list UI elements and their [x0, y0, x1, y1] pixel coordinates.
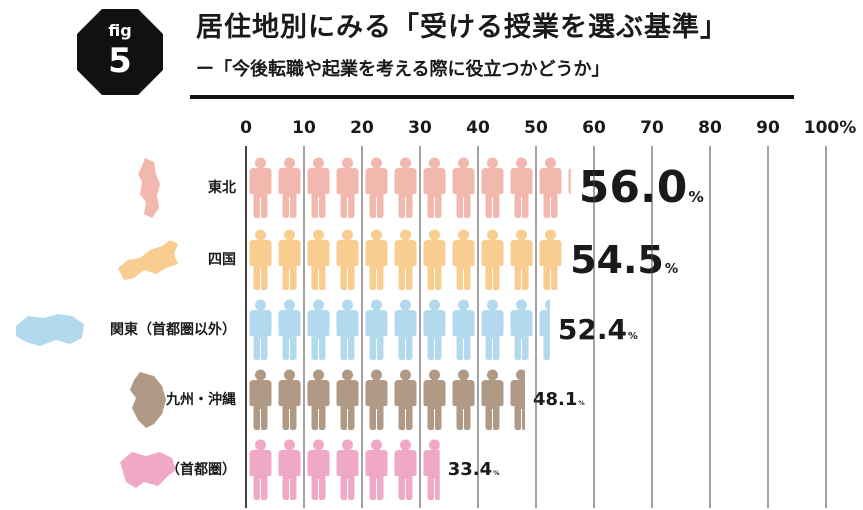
shikoku-map-icon: [118, 240, 178, 280]
person-icon: [452, 369, 475, 430]
percent-unit: %: [688, 188, 704, 206]
title-underline: [190, 95, 794, 99]
person-icon: [394, 299, 417, 360]
percent-unit: %: [493, 470, 500, 477]
person-icon: [539, 299, 550, 360]
x-tick-label: 40: [466, 118, 490, 138]
x-tick-label: 20: [350, 118, 374, 138]
person-icon: [481, 299, 504, 360]
person-icon: [481, 157, 504, 218]
person-icon: [307, 439, 330, 500]
x-tick-label: 0: [240, 118, 252, 138]
person-icon: [568, 168, 571, 194]
person-icon: [452, 157, 475, 218]
person-icon: [307, 229, 330, 290]
x-tick-label: 100%: [803, 118, 857, 138]
person-icon: [249, 439, 272, 500]
person-icon: [307, 157, 330, 218]
x-tick-label: 50: [524, 118, 548, 138]
person-icon: [423, 157, 446, 218]
person-icon: [394, 229, 417, 290]
person-icon: [249, 157, 272, 218]
person-icon: [249, 299, 272, 360]
person-icon: [365, 439, 388, 500]
figure-label: fig: [108, 21, 132, 40]
person-icon: [336, 229, 359, 290]
person-icon: [249, 369, 272, 430]
percent-unit: %: [578, 400, 585, 407]
x-tick-label: 90: [756, 118, 780, 138]
x-tick-label: 10: [292, 118, 316, 138]
category-label: 四国: [208, 252, 236, 268]
shutoken-map-icon: [120, 452, 176, 488]
person-icon: [510, 157, 533, 218]
person-icon: [510, 299, 533, 360]
person-icon: [278, 229, 301, 290]
value-label: 52.4%: [558, 316, 638, 344]
figure-badge: fig 5: [77, 9, 163, 95]
value-number: 33.4: [447, 459, 493, 480]
x-tick-label: 30: [408, 118, 432, 138]
value-label: 48.1%: [533, 391, 585, 409]
person-icon: [249, 229, 272, 290]
value-number: 54.5: [570, 238, 664, 282]
kanto-map-icon: [16, 314, 84, 346]
value-label: 54.5%: [570, 241, 678, 279]
person-icon: [510, 229, 533, 290]
person-icon: [336, 369, 359, 430]
person-icon: [423, 439, 440, 500]
x-tick-label: 60: [582, 118, 606, 138]
value-number: 52.4: [557, 313, 627, 346]
person-icon: [510, 369, 525, 430]
person-icon: [423, 299, 446, 360]
person-icon: [336, 439, 359, 500]
person-icon: [423, 229, 446, 290]
percent-unit: %: [664, 262, 679, 277]
person-icon: [365, 229, 388, 290]
value-number: 56.0: [578, 162, 688, 213]
person-icon: [307, 299, 330, 360]
person-icon: [539, 157, 562, 218]
x-tick-label: 70: [640, 118, 664, 138]
person-icon: [394, 157, 417, 218]
person-icon: [278, 157, 301, 218]
person-icon: [481, 229, 504, 290]
kyushu-map-icon: [130, 372, 166, 428]
person-icon: [278, 299, 301, 360]
person-icon: [278, 439, 301, 500]
value-label: 56.0%: [579, 166, 704, 210]
person-icon: [452, 299, 475, 360]
person-icon: [278, 369, 301, 430]
person-icon: [365, 369, 388, 430]
person-icon: [394, 439, 417, 500]
tohoku-map-icon: [138, 158, 160, 218]
person-icon: [365, 299, 388, 360]
person-icon: [452, 229, 475, 290]
person-icon: [307, 369, 330, 430]
value-label: 33.4%: [448, 461, 500, 479]
person-icon: [423, 369, 446, 430]
person-icon: [394, 369, 417, 430]
chart-title: 居住地別にみる「受ける授業を選ぶ基準」: [196, 12, 728, 43]
person-icon: [365, 157, 388, 218]
person-icon: [481, 369, 504, 430]
person-icon: [336, 157, 359, 218]
person-icon: [336, 299, 359, 360]
x-tick-label: 80: [698, 118, 722, 138]
value-number: 48.1: [532, 389, 578, 410]
person-icon: [539, 229, 562, 290]
category-label: 関東（首都圏以外）: [110, 322, 236, 338]
percent-unit: %: [628, 331, 638, 342]
category-label: 東北: [208, 180, 236, 196]
figure-number: 5: [108, 41, 132, 81]
category-label: 九州・沖縄: [166, 392, 236, 408]
chart-subtitle: ー「今後転職や起業を考える際に役立つかどうか」: [196, 59, 610, 80]
